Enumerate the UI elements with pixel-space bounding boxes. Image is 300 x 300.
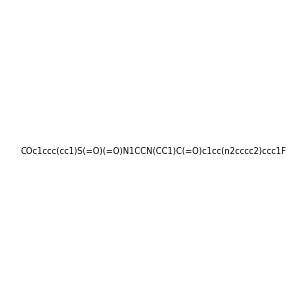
Text: COc1ccc(cc1)S(=O)(=O)N1CCN(CC1)C(=O)c1cc(n2cccc2)ccc1F: COc1ccc(cc1)S(=O)(=O)N1CCN(CC1)C(=O)c1cc…	[21, 147, 287, 156]
